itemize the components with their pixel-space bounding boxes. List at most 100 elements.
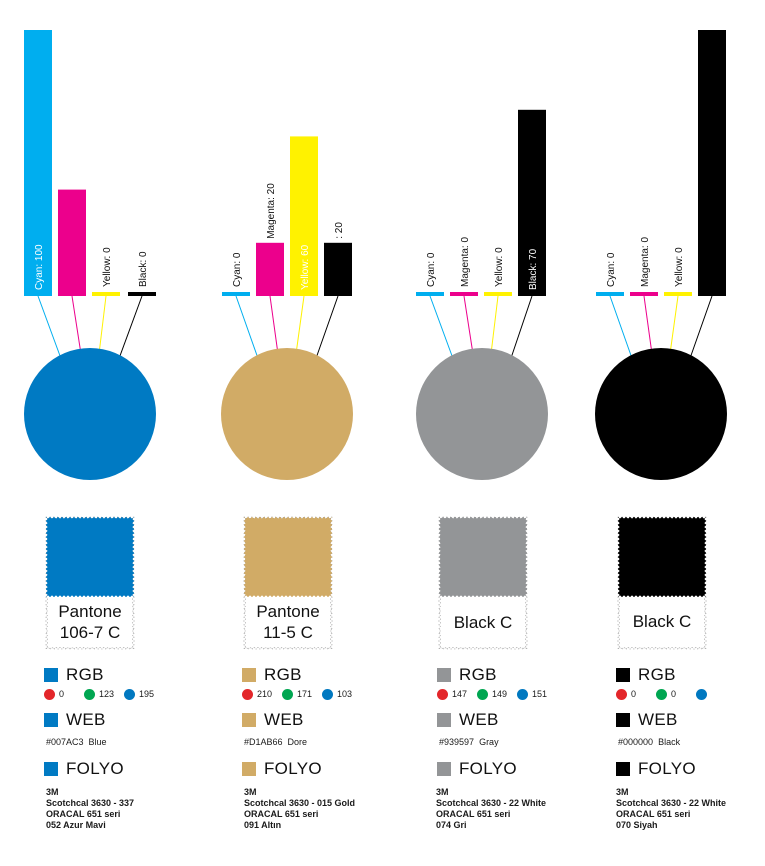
folyo-swatch (44, 762, 58, 776)
web-heading: WEB (616, 709, 678, 731)
red-dot-icon (616, 688, 627, 700)
bar-label-magenta: Magenta: 0 (460, 237, 471, 287)
folyo-details: 3M Scotchcal 3630 - 22 White ORACAL 651 se… (616, 787, 727, 830)
rgb-values: 0 123 195 (44, 687, 164, 701)
connector-line-yellow (669, 295, 679, 355)
connector-line-yellow (98, 295, 107, 355)
web-swatch (44, 713, 58, 727)
bar-yellow (290, 136, 318, 296)
rgb-swatch (44, 668, 58, 682)
bar-black (518, 109, 546, 296)
bar-label-yellow: Yellow: 0 (674, 247, 685, 287)
rgb-swatch (616, 668, 630, 682)
bar-magenta (630, 292, 658, 296)
result-color-circle (416, 348, 548, 480)
stamp-color-swatch (244, 517, 332, 597)
pantone-stamp: Pantone 11-5 C (242, 515, 334, 651)
web-color: #000000 Black (618, 737, 681, 747)
bar-label-cyan: Cyan: 0 (232, 252, 243, 287)
web-color: #D1AB66 Dore (244, 737, 308, 747)
bar-label-yellow: Yellow: 0 (494, 247, 505, 287)
green-dot-icon (656, 688, 667, 700)
bar-cyan (24, 30, 52, 296)
cmyk-bar-charts: Cyan: 100 Yellow: 0 Black: 0 Cyan: 0 Magenta… (24, 30, 727, 480)
folyo-details: 3M Scotchcal 3630 - 337 ORACAL 651 seri 052… (46, 787, 135, 830)
folyo-heading: FOLYO (242, 758, 322, 780)
rgb-values: 210 171 103 (242, 687, 362, 701)
pantone-code: Pantone 11-5 C (256, 602, 320, 642)
red-dot-icon (44, 688, 55, 700)
result-color-circle (24, 348, 156, 480)
red-dot-icon (437, 688, 448, 700)
rgb-heading: RGB (616, 664, 676, 686)
blue-dot-icon (124, 688, 135, 700)
rgb-heading: RGB (242, 664, 302, 686)
folyo-details: 3M Scotchcal 3630 - 22 White ORACAL 651 se… (436, 787, 547, 830)
connector-line-black (508, 295, 533, 365)
folyo-heading: FOLYO (437, 758, 517, 780)
connector-line-cyan (235, 295, 261, 365)
bar-cyan (596, 292, 624, 296)
stamp-color-swatch (439, 517, 527, 597)
green-dot-icon (84, 688, 95, 700)
stamp-shape (243, 516, 333, 650)
bar-yellow (484, 292, 512, 296)
connector-line-black (116, 295, 143, 365)
web-color: #007AC3 Blue (46, 737, 107, 747)
bar-yellow (92, 292, 120, 296)
result-color-circle (221, 348, 353, 480)
stamp-shape (617, 516, 707, 650)
web-swatch (616, 713, 630, 727)
web-heading: WEB (437, 709, 499, 731)
stamp-color-swatch (46, 517, 134, 597)
rgb-values: 147 149 151 (437, 687, 557, 701)
connector-line-yellow (490, 295, 499, 355)
pantone-code: Black C (632, 612, 692, 631)
result-color-circle (595, 348, 727, 480)
bar-label-black: : 20 (334, 222, 345, 239)
folyo-heading: FOLYO (616, 758, 696, 780)
bar-label-cyan: Cyan: 0 (606, 252, 617, 287)
folyo-swatch (242, 762, 256, 776)
bar-label-cyan: Cyan: 100 (34, 244, 45, 290)
connector-line-cyan (37, 295, 64, 365)
folyo-swatch (616, 762, 630, 776)
green-dot-icon (282, 688, 293, 700)
bar-label-yellow: Yellow: 0 (102, 247, 113, 287)
connector-line-cyan (609, 295, 635, 365)
connector-line-magenta (269, 295, 279, 355)
rgb-values: 0 0 (616, 687, 736, 701)
bar-black (698, 30, 726, 296)
connector-line-magenta (463, 295, 474, 355)
blue-dot-icon (696, 688, 707, 700)
folyo-swatch (437, 762, 451, 776)
web-heading: WEB (242, 709, 304, 731)
bar-cyan (416, 292, 444, 296)
bar-magenta (256, 242, 284, 296)
connector-line-yellow (295, 295, 305, 355)
bar-label-magenta: Magenta: 0 (640, 237, 651, 287)
bar-magenta (450, 292, 478, 296)
folyo-heading: FOLYO (44, 758, 124, 780)
green-dot-icon (477, 688, 488, 700)
folyo-details: 3M Scotchcal 3630 - 015 Gold ORACAL 651 se… (244, 787, 356, 830)
pantone-stamp: Black C (616, 515, 708, 651)
web-swatch (437, 713, 451, 727)
pantone-stamp: Pantone 106-7 C (44, 515, 136, 651)
bar-black (324, 242, 352, 296)
web-color: #939597 Gray (439, 737, 499, 747)
pantone-stamp: Black C (437, 515, 529, 651)
bar-label-magenta: Magenta: 20 (266, 183, 277, 239)
stamp-color-swatch (618, 517, 706, 597)
rgb-heading: RGB (44, 664, 104, 686)
connector-line-black (687, 295, 713, 365)
bar-magenta (58, 189, 86, 296)
connector-line-cyan (429, 295, 456, 365)
bar-label-black: Black: 0 (138, 251, 149, 287)
web-swatch (242, 713, 256, 727)
stamp-shape (438, 516, 528, 650)
connector-line-magenta (71, 295, 82, 355)
bar-yellow (664, 292, 692, 296)
pantone-code: Black C (453, 613, 513, 632)
bar-label-yellow: Yellow: 60 (300, 244, 311, 290)
